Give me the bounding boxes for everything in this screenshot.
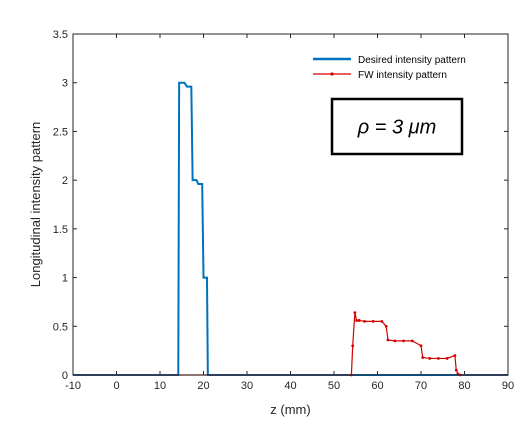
x-axis-label: z (mm) [270, 402, 310, 417]
annotation-box [330, 97, 464, 156]
x-tick-label: 60 [371, 380, 383, 392]
x-tick-label: -10 [65, 380, 81, 392]
x-tick-label: 10 [154, 380, 166, 392]
legend-marker [330, 72, 334, 76]
series-point [419, 344, 423, 348]
y-tick-label: 3.5 [53, 29, 68, 41]
annotation-text: ρ = 3 μm [357, 117, 437, 139]
series-point [402, 339, 405, 343]
y-tick-label: 1.5 [53, 224, 68, 236]
x-tick-label: 80 [458, 380, 470, 392]
y-tick-label: 1 [62, 273, 68, 285]
y-tick-label: 0 [62, 370, 68, 382]
y-tick-label: 0.5 [53, 321, 68, 333]
series-point [380, 320, 384, 323]
x-tick-label: 50 [328, 380, 340, 392]
series-point [363, 320, 366, 323]
series-point [357, 319, 361, 322]
x-tick-label: 20 [197, 380, 209, 392]
plot-area [73, 34, 508, 375]
y-tick-label: 3 [62, 78, 68, 90]
series-point [428, 357, 432, 360]
series-point [437, 357, 440, 360]
x-tick-label: 30 [241, 380, 253, 392]
x-tick-label: 40 [284, 380, 296, 392]
series-point [393, 339, 397, 343]
y-tick-label: 2 [62, 175, 68, 187]
x-tick-label: 0 [113, 380, 119, 392]
series-point [384, 324, 388, 328]
series-point [371, 320, 375, 323]
series-point [453, 354, 457, 357]
axes-frame [72, 33, 509, 376]
series-point [351, 344, 355, 348]
series-point [353, 311, 357, 315]
x-tick-label: 90 [502, 380, 514, 392]
legend-entry: FW intensity pattern [358, 70, 447, 81]
series-point [421, 356, 425, 359]
series-point [454, 368, 458, 372]
series-point [445, 357, 449, 360]
legend-entry: Desired intensity pattern [358, 55, 466, 66]
y-tick-label: 2.5 [53, 126, 68, 138]
series-point [386, 338, 390, 342]
series-line-desired [73, 81, 508, 376]
series-point [410, 339, 414, 343]
x-tick-label: 70 [415, 380, 427, 392]
y-axis-label: Longitudinal intensity pattern [28, 122, 43, 288]
legend-box [303, 48, 502, 86]
series-point [355, 319, 359, 322]
